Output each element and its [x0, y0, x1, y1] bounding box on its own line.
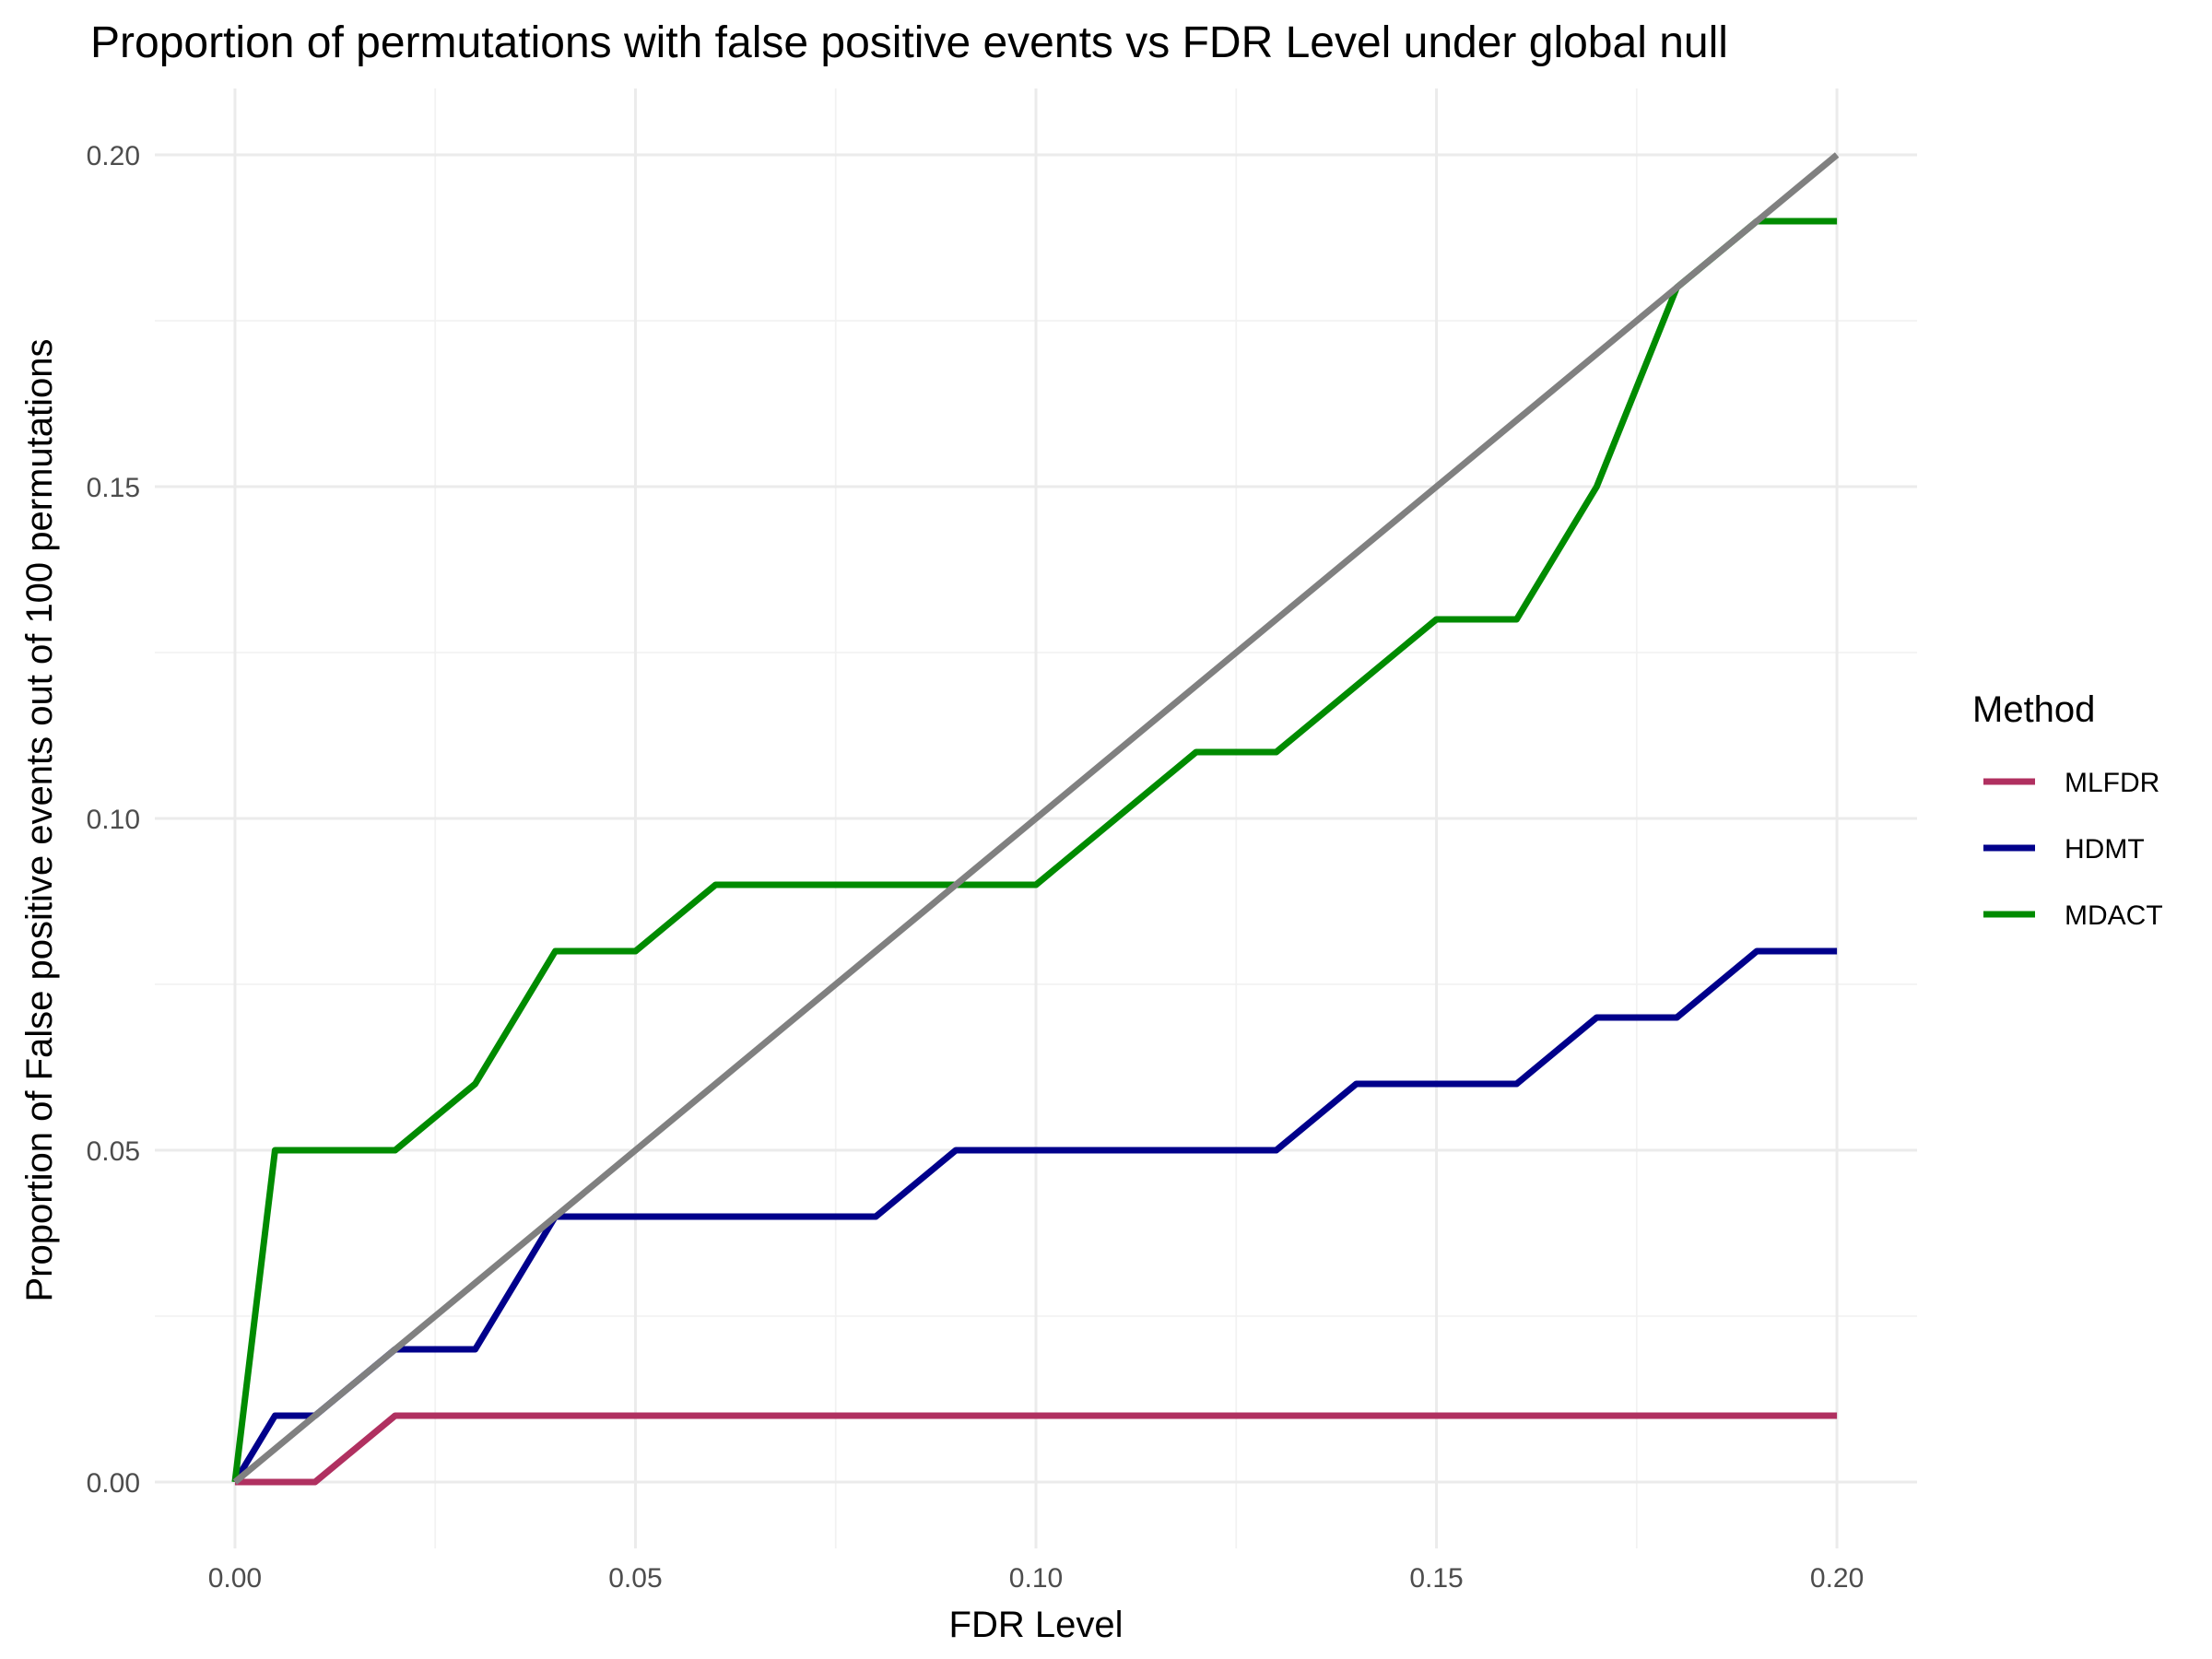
y-tick-label: 0.00 — [87, 1468, 140, 1499]
series-line-mlfdr — [234, 1412, 1838, 1486]
grid — [155, 88, 1917, 1548]
x-axis-title: FDR Level — [949, 1605, 1124, 1645]
legend-label-mdact: MDACT — [2065, 900, 2163, 931]
x-tick-label: 0.20 — [1810, 1563, 1864, 1594]
x-tick-label: 0.00 — [208, 1563, 262, 1594]
chart-title: Proportion of permutations with false po… — [90, 18, 1728, 67]
series-line-mdact — [231, 218, 1838, 1483]
x-tick-label: 0.05 — [608, 1563, 662, 1594]
y-tick-label: 0.20 — [87, 141, 140, 171]
x-axis-ticks: 0.00 0.05 0.10 0.15 0.20 — [208, 1563, 1865, 1594]
series-lines — [231, 152, 1840, 1486]
legend-label-mlfdr: MLFDR — [2065, 768, 2159, 798]
reference-line — [232, 152, 1840, 1485]
legend: Method MLFDR HDMT MDACT — [1972, 689, 2163, 931]
series-line-hdmt — [231, 947, 1838, 1484]
y-tick-label: 0.15 — [87, 473, 140, 503]
x-tick-label: 0.15 — [1409, 1563, 1463, 1594]
legend-label-hdmt: HDMT — [2065, 834, 2145, 865]
legend-title: Method — [1972, 689, 2095, 730]
y-axis-ticks: 0.00 0.05 0.10 0.15 0.20 — [87, 141, 140, 1499]
y-axis-title: Proportion of False positive events out … — [19, 338, 60, 1301]
y-tick-label: 0.10 — [87, 805, 140, 835]
y-tick-label: 0.05 — [87, 1136, 140, 1167]
x-tick-label: 0.10 — [1009, 1563, 1063, 1594]
